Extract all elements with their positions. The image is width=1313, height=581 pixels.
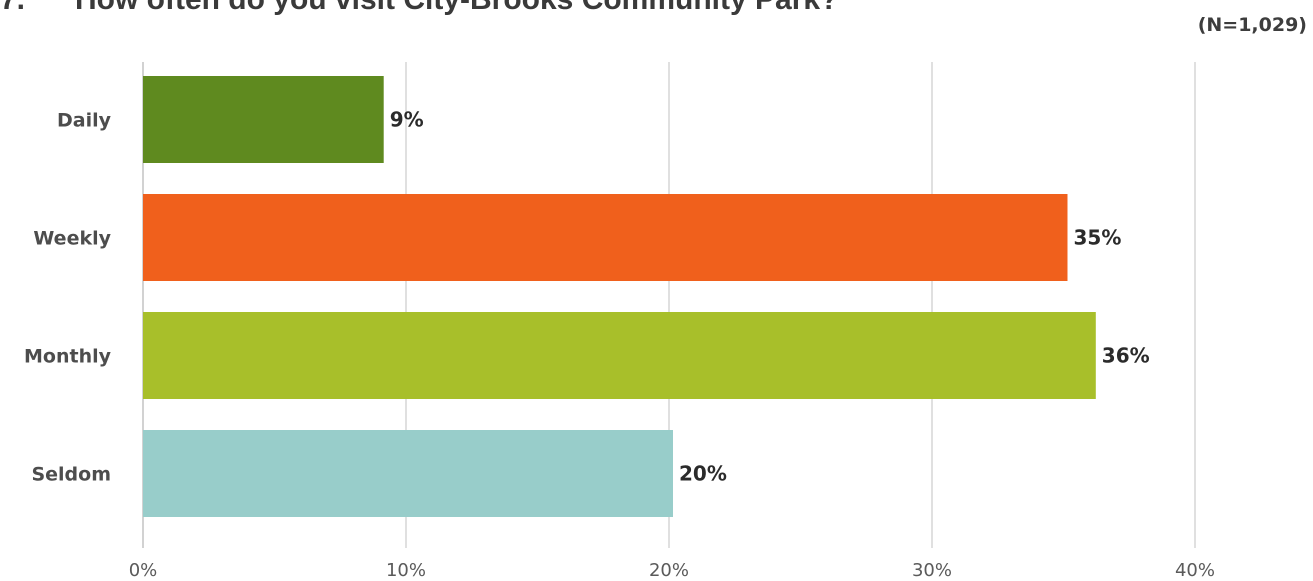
x-tick-label: 40% bbox=[1175, 560, 1215, 581]
value-label: 20% bbox=[679, 462, 727, 486]
question-text: How often do you visit City-Brooks Commu… bbox=[75, 0, 838, 16]
category-labels: Daily Weekly Monthly Seldom bbox=[24, 110, 112, 486]
category-label: Weekly bbox=[33, 228, 111, 250]
chart-title: 7.How often do you visit City-Brooks Com… bbox=[0, 0, 838, 17]
category-label: Seldom bbox=[31, 464, 111, 486]
bar-weekly bbox=[143, 194, 1068, 281]
value-labels: 9% 35% 36% 20% bbox=[390, 108, 1150, 486]
x-tick-label: 20% bbox=[649, 560, 689, 581]
x-tick-label: 30% bbox=[912, 560, 952, 581]
bar-daily bbox=[143, 76, 384, 163]
bar-monthly bbox=[143, 312, 1096, 399]
category-label: Daily bbox=[57, 110, 112, 132]
x-axis-tick-labels: 0% 10% 20% 30% 40% bbox=[129, 560, 1215, 581]
question-number: 7. bbox=[0, 0, 75, 17]
x-tick-label: 0% bbox=[129, 560, 158, 581]
category-label: Monthly bbox=[24, 346, 112, 368]
bars bbox=[143, 76, 1096, 517]
value-label: 9% bbox=[390, 108, 424, 132]
sample-size: (N=1,029) bbox=[1197, 14, 1307, 36]
value-label: 36% bbox=[1102, 344, 1150, 368]
x-tick-label: 10% bbox=[386, 560, 426, 581]
bar-seldom bbox=[143, 430, 673, 517]
value-label: 35% bbox=[1074, 226, 1122, 250]
